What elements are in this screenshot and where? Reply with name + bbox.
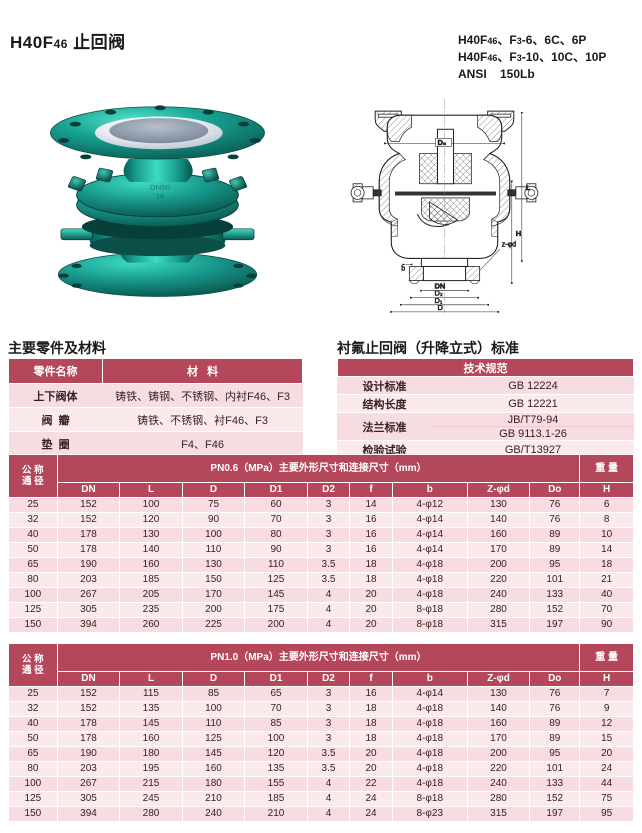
svg-text:DN50: DN50	[150, 183, 171, 191]
svg-text:D: D	[437, 303, 443, 312]
svg-text:H: H	[516, 229, 521, 238]
svg-text:D₀: D₀	[437, 138, 446, 147]
svg-text:16: 16	[156, 194, 165, 200]
svg-text:b: b	[401, 265, 405, 272]
svg-text:z-φd: z-φd	[502, 241, 516, 248]
svg-text:L: L	[526, 183, 531, 192]
